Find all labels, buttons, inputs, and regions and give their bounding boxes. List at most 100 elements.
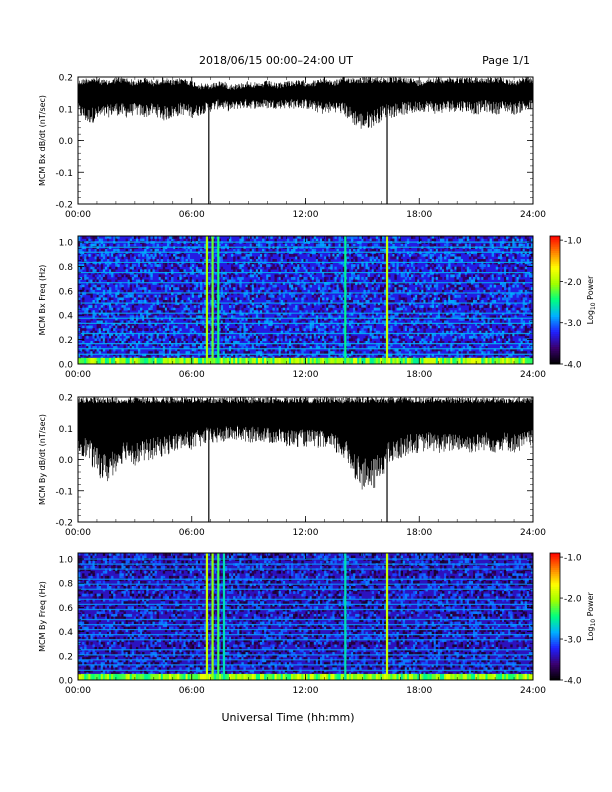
spectrogram-cell [365,266,368,270]
spectrogram-cell [253,330,257,334]
spectrogram-cell [355,340,358,344]
spectrogram-cell [86,266,89,270]
spectrogram-cell [127,274,131,278]
spectrogram-cell [218,287,222,291]
spectrogram-cell [237,338,240,342]
spectrogram-cell [280,312,284,316]
spectrogram-cell [237,328,240,332]
spectrogram-cell [361,256,364,260]
spectrogram-cell [351,282,354,285]
spectrogram-cell [464,323,468,326]
spectrogram-cell [202,330,205,334]
spectrogram-cell [231,353,234,357]
spectrogram-cell [220,259,224,262]
spectrogram-cell [100,356,104,360]
spectrogram-cell [317,317,321,321]
spectrogram-cell [460,325,463,329]
spectrogram-cell [330,253,333,257]
spectrogram-cell [106,279,110,283]
spectrogram-cell [423,338,426,342]
spectrogram-cell [164,328,168,332]
spectrogram-cell [328,259,331,262]
spectrogram-cell [282,274,286,278]
spectrogram-cell [133,328,137,332]
spectrogram-cell [431,243,435,247]
x-tick-label: 18:00 [406,210,432,220]
spectrogram-cell [78,323,81,326]
spectrogram-cell [177,338,180,342]
spectrogram-cell [481,335,484,339]
spectrogram-cell [425,335,428,339]
spectrogram-cell [202,320,205,324]
spectrogram-cell [131,300,135,303]
spectrogram-cell [398,287,401,291]
spectrogram-cell [317,320,321,324]
spectrogram-cell [164,348,168,352]
spectrogram-cell [340,356,344,360]
spectrogram-cell [466,317,470,321]
spectrogram-cell [446,238,449,242]
spectrogram-cell [187,351,190,355]
spectrogram-cell [102,297,106,301]
spectrogram-cell [286,287,290,291]
spectrogram-cell [508,315,511,319]
spectrogram-cell [396,338,399,342]
spectrogram-cell [280,300,284,303]
spectrogram-cell [382,348,385,352]
spectrogram-cell [454,305,457,308]
spectrogram-cell [154,333,157,337]
spectrogram-cell [433,346,437,349]
spectrogram-cell [334,282,337,285]
spectrogram-cell [456,351,459,355]
spectrogram-cell [365,323,368,326]
spectrogram-cell [177,256,180,260]
spectrogram-cell [375,307,379,311]
spectrogram-cell [175,300,178,303]
spectrogram-cell [468,325,472,329]
spectrogram-cell [359,243,362,247]
spectrogram-cell [481,274,484,278]
spectrogram-cell [270,289,273,293]
spectrogram-cell [104,340,108,344]
spectrogram-cell [479,271,482,275]
spectrogram-cell [508,353,511,357]
spectrogram-cell [119,325,122,329]
spectrogram-cell [146,256,149,260]
spectrogram-cell [346,287,350,291]
spectrogram-cell [276,312,279,316]
spectrogram-cell [276,264,279,268]
spectrogram-cell [175,348,178,352]
spectrogram-cell [270,292,273,296]
spectrogram-cell [388,300,391,303]
spectrogram-cell [299,236,302,239]
spectrogram-cell [262,317,265,321]
spectrogram-cell [175,294,178,298]
spectrogram-cell [301,297,304,301]
spectrogram-cell [392,238,395,242]
spectrogram-cell [247,238,250,242]
spectrogram-cell [506,343,509,347]
figure-title: 2018/06/15 00:00–24:00 UT [199,54,353,67]
spectrogram-cell [448,264,451,268]
spectrogram-cell [512,348,515,352]
spectrogram-cell [200,312,203,316]
spectrogram-cell [119,356,122,360]
spectrogram-cell [460,243,463,247]
spectrogram-cell [117,297,120,301]
spectrogram-cell [231,266,234,270]
spectrogram-cell [419,317,422,321]
spectrogram-cell [317,338,321,342]
spectrogram-cell [181,271,184,275]
spectrogram-cell [179,356,182,360]
spectrogram-cell [353,300,356,303]
spectrogram-cell [291,353,294,357]
spectrogram-cell [415,333,418,337]
spectrogram-cell [187,315,190,319]
spectrogram-cell [245,317,248,321]
spectrogram-cell [243,305,246,308]
spectrogram-cell [514,238,517,242]
spectrogram-cell [408,343,412,347]
spectrogram-cell [195,248,199,252]
spectrogram-cell [315,289,319,293]
spectrogram-cell [195,312,199,316]
